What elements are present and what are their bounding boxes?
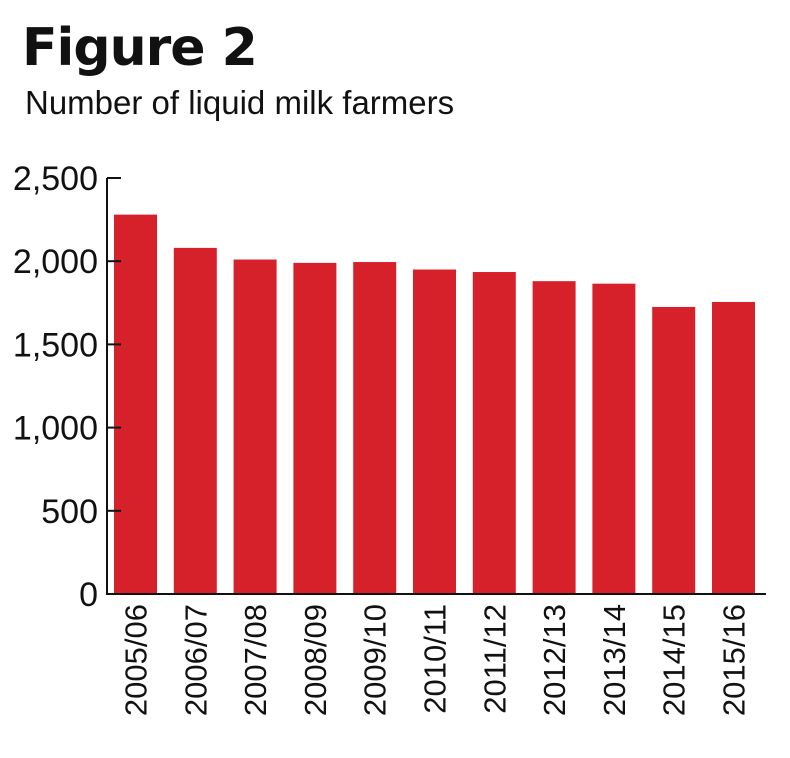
x-tick-label-2005-06: 2005/06 (119, 604, 154, 716)
bar-2009-10 (353, 262, 397, 594)
bars-group (114, 214, 755, 594)
bar-2010-11 (413, 269, 456, 594)
x-tick-label-2006-07: 2006/07 (178, 604, 213, 716)
x-tick-label-2012-13: 2012/13 (537, 604, 572, 716)
bar-2011-12 (472, 272, 516, 594)
x-tick-label-2014-15: 2014/15 (657, 604, 692, 716)
x-tick-label-2015-16: 2015/16 (717, 604, 752, 716)
y-tick-label-2000: 2,000 (13, 243, 98, 281)
bar-2006-07 (173, 247, 217, 594)
y-tick-label-2500: 2,500 (13, 160, 98, 198)
bar-2005-06 (114, 214, 157, 594)
y-tick-label-1500: 1,500 (13, 326, 98, 364)
bar-2015-16 (712, 301, 755, 594)
bar-2007-08 (233, 259, 277, 594)
x-tick-labels: 2005/06 2006/07 2007/08 2008/09 2009/10 2010/… (119, 604, 752, 716)
x-tick-label-2008-09: 2008/09 (298, 604, 333, 716)
bar-2014-15 (652, 306, 696, 594)
figure-title: Figure 2 (22, 18, 258, 78)
figure-subtitle: Number of liquid milk farmers (25, 84, 455, 121)
y-tick-labels: 0 500 1,000 1,500 2,000 2,500 (13, 160, 98, 614)
x-tick-label-2010-11: 2010/11 (418, 604, 453, 714)
x-tick-label-2013-14: 2013/14 (597, 604, 632, 716)
bar-2012-13 (532, 281, 576, 594)
y-tick-label-1000: 1,000 (13, 410, 98, 448)
y-tick-label-0: 0 (79, 576, 98, 614)
x-tick-label-2009-10: 2009/10 (358, 604, 393, 716)
bar-2013-14 (592, 283, 636, 594)
axes-group (106, 177, 766, 595)
y-tick-label-500: 500 (41, 493, 98, 531)
bar-2008-09 (293, 262, 337, 594)
x-tick-label-2011-12: 2011/12 (477, 604, 512, 714)
x-tick-label-2007-08: 2007/08 (238, 604, 273, 716)
